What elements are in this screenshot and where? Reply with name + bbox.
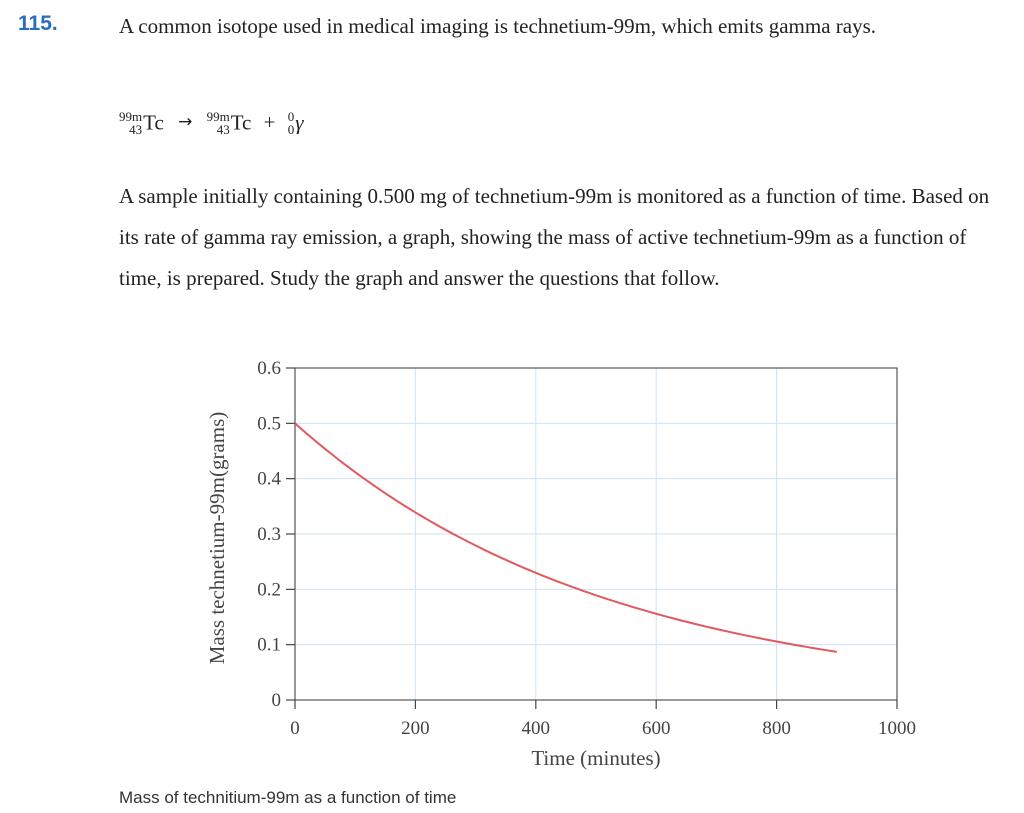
intro-paragraph: A common isotope used in medical imaging…: [119, 14, 877, 38]
x-tick-label: 0: [290, 718, 300, 739]
decay-curve-series: [294, 422, 837, 653]
emitted-atomic-number: 0: [287, 121, 295, 137]
x-tick-label: 800: [762, 718, 791, 739]
y-tick-label: 0.6: [257, 358, 281, 379]
reactant-atomic-number: 43: [129, 121, 143, 137]
y-tick-label: 0.4: [257, 469, 281, 490]
y-axis-label: Mass technetium-99m(grams): [205, 412, 229, 665]
reactant-symbol: Tc: [143, 110, 164, 135]
product-symbol: Tc: [230, 110, 252, 135]
product-atomic-number: 43: [216, 121, 230, 137]
plot-frame: [294, 367, 898, 701]
x-tick-label: 1000: [878, 718, 916, 739]
problem-number: 115.: [18, 12, 58, 35]
description-paragraph: A sample initially containing 0.500 mg o…: [119, 184, 990, 290]
y-tick-label: 0.3: [257, 524, 281, 545]
x-axis-label: Time (minutes): [531, 746, 660, 770]
reactant-mass-number: 99m: [119, 108, 143, 124]
y-tick-label: 0: [272, 690, 282, 711]
product-mass-number: 99m: [206, 108, 230, 124]
x-tick-label: 400: [522, 718, 551, 739]
x-tick-label: 200: [401, 718, 430, 739]
x-tick-label: 600: [642, 718, 671, 739]
nuclear-equation: 99m 43 Tc → 99m 43 Tc + 0 0 γ: [119, 108, 304, 136]
reaction-arrow-icon: →: [178, 112, 193, 133]
y-tick-label: 0.5: [257, 413, 281, 434]
plus-sign: +: [263, 109, 276, 134]
emitted-particle: 0 0 γ: [288, 109, 304, 136]
gamma-symbol: γ: [295, 110, 304, 135]
emitted-mass-number: 0: [287, 108, 295, 124]
figure-caption: Mass of technitium-99m as a function of …: [119, 788, 457, 807]
y-tick-label: 0.1: [257, 635, 281, 656]
reactant-nuclide: 99m 43 Tc: [119, 109, 164, 136]
y-tick-label: 0.2: [257, 579, 281, 600]
product-nuclide: 99m 43 Tc: [207, 109, 252, 136]
